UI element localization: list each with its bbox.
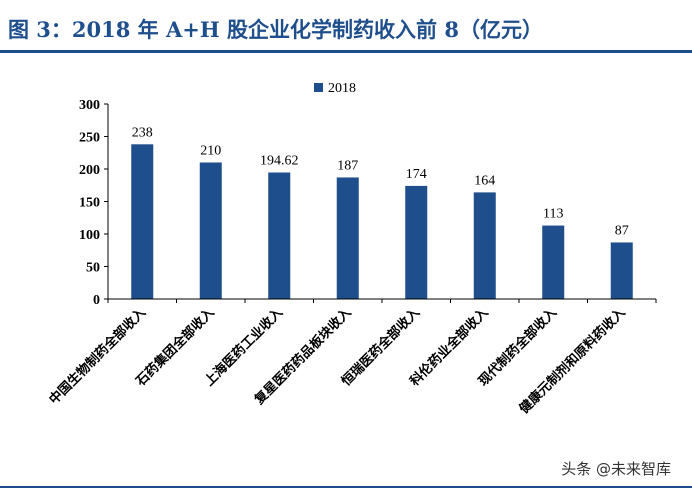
data-label: 164 [474,173,495,188]
bar [542,225,565,299]
legend-swatch [314,83,323,92]
data-label: 87 [615,223,629,238]
watermark: 头条 @未来智库 [558,458,674,479]
x-tick-label: 中国生物制药全部收入 [46,305,149,408]
data-label: 210 [200,144,221,159]
y-tick-label: 300 [79,98,100,113]
y-tick-label: 100 [79,228,100,243]
legend: 2018 [314,81,356,96]
bars [131,144,633,299]
bottom-rule [0,486,692,488]
x-axis: 中国生物制药全部收入石药集团全部收入上海医药工业收入复星医药药品板块收入恒瑞医药… [46,298,657,417]
y-tick-label: 0 [93,293,100,308]
data-label: 238 [132,125,153,140]
legend-label: 2018 [328,81,356,96]
data-label: 187 [337,158,358,173]
title-rule [0,50,692,53]
bar [405,185,428,299]
bar [131,144,154,299]
y-tick-label: 50 [86,261,100,276]
data-labels: 238 210 194.62 187 174 164 113 87 [132,125,629,238]
bar [473,192,496,299]
bar [336,177,359,299]
y-tick-label: 150 [79,196,100,211]
bar [268,172,291,299]
data-label: 174 [406,167,427,182]
bar [199,162,222,299]
data-label: 113 [543,207,563,222]
figure-title: 图 3：2018 年 A+H 股企业化学制药收入前 8（亿元） [8,17,543,42]
y-axis: 0 50 100 150 200 250 300 [79,98,109,308]
bar [610,242,633,299]
y-tick-label: 250 [79,131,100,146]
bar-chart: 2018 0 50 100 150 200 250 300 238 210 194.62 187 1… [46,81,657,417]
data-label: 194.62 [260,153,299,168]
y-tick-label: 200 [79,163,100,178]
